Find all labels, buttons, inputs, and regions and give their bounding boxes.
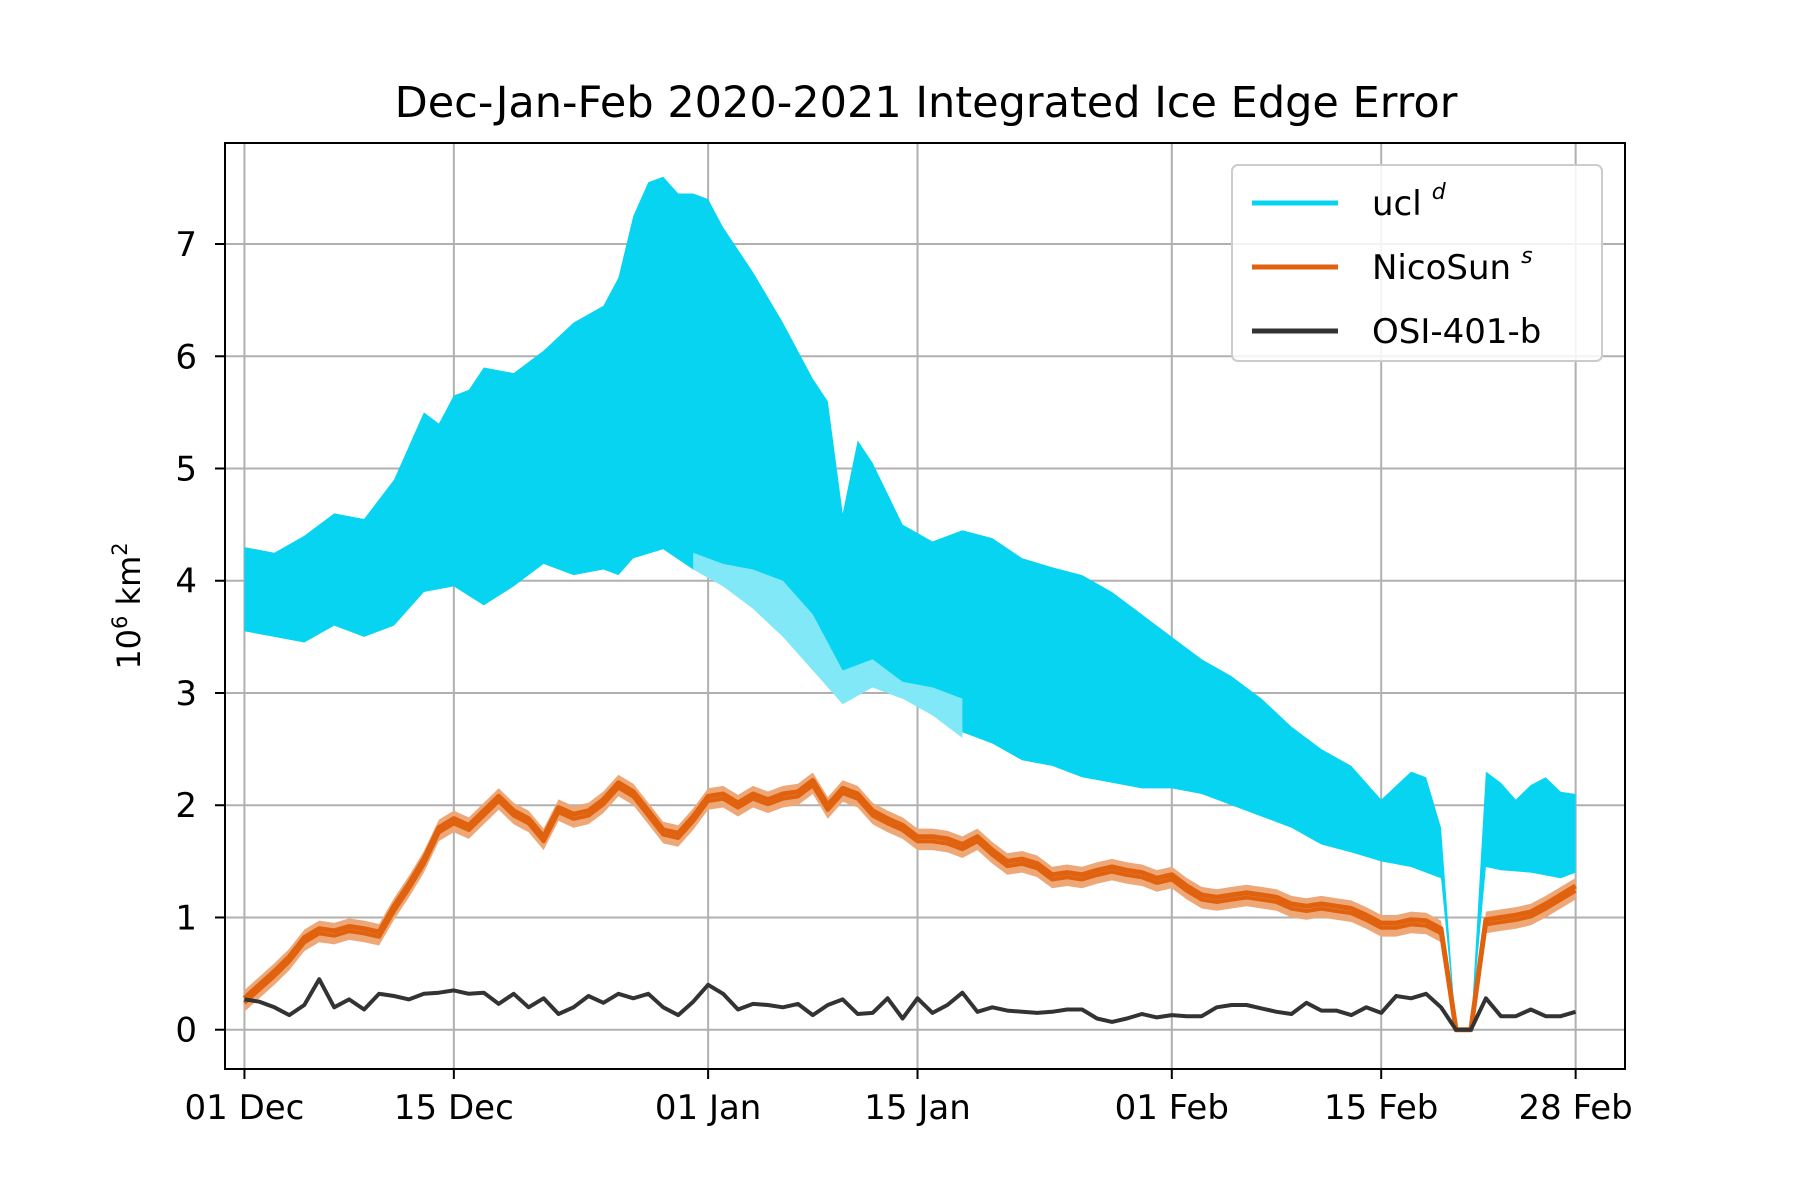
x-tick-label: 15 Dec [394, 1088, 514, 1128]
y-label-unit-exp: 2 [108, 542, 132, 555]
x-tick-label: 15 Feb [1324, 1088, 1438, 1128]
x-tick-label: 01 Dec [185, 1088, 305, 1128]
y-tick-label: 5 [175, 450, 197, 490]
legend: ucl d NicoSun s OSI-401-b [1231, 164, 1603, 362]
y-tick-label: 6 [175, 337, 197, 377]
x-tick-label: 01 Jan [655, 1088, 761, 1128]
y-axis-label: 106 km2 [108, 542, 148, 669]
x-tick-label: 01 Feb [1115, 1088, 1229, 1128]
nicosun-line [242, 778, 1577, 1033]
y-axis: 0 1 2 3 4 5 6 7 [175, 225, 225, 1051]
y-tick-label: 1 [175, 898, 197, 938]
legend-box [1231, 164, 1603, 362]
x-tick-label: 28 Feb [1519, 1088, 1633, 1128]
nicosun-line-lower [243, 783, 1577, 1032]
y-tick-label: 0 [175, 1011, 197, 1051]
y-label-base: 10 [110, 629, 148, 670]
y-tick-label: 2 [175, 786, 197, 826]
legend-entry: OSI-401-b [1372, 312, 1541, 352]
legend-entry: NicoSun s [1372, 244, 1533, 288]
ucl-band [244, 176, 1576, 1030]
nicosun-band [244, 772, 1576, 1030]
y-label-exp: 6 [108, 616, 132, 629]
ucl-inner-band [693, 552, 963, 738]
osi-401-b-line [244, 977, 1577, 1032]
legend-entry: ucl d [1372, 180, 1447, 224]
plot-area [242, 176, 1577, 1033]
y-label-unit: km [110, 556, 148, 606]
y-tick-label: 4 [175, 562, 197, 602]
y-tick-label: 3 [175, 674, 197, 714]
x-tick-label: 15 Jan [864, 1088, 970, 1128]
chart-title: Dec-Jan-Feb 2020-2021 Integrated Ice Edg… [395, 78, 1458, 128]
y-tick-label: 7 [175, 225, 197, 265]
plot-frame [224, 142, 1626, 1070]
x-axis: 01 Dec 15 Dec 01 Jan 15 Jan 01 Feb 15 Feb 28 F… [185, 1069, 1633, 1128]
